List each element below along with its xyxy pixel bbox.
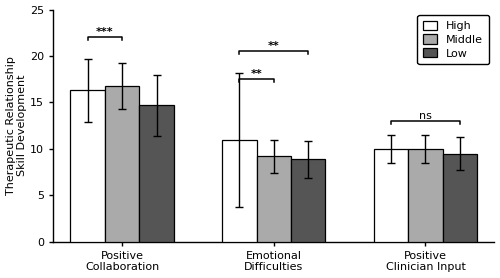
Bar [291, 159, 326, 242]
Text: **: ** [268, 41, 280, 51]
Bar [256, 156, 291, 242]
Bar [70, 90, 105, 242]
Bar [408, 149, 442, 242]
Legend: High, Middle, Low: High, Middle, Low [418, 15, 489, 64]
Text: ns: ns [419, 111, 432, 121]
Bar [374, 149, 408, 242]
Bar [140, 105, 174, 242]
Bar [105, 86, 140, 242]
Bar [442, 153, 477, 242]
Text: **: ** [250, 69, 262, 79]
Text: ***: *** [96, 27, 114, 37]
Bar [222, 140, 256, 242]
Y-axis label: Therapeutic Relationship
Skill Development: Therapeutic Relationship Skill Developme… [6, 56, 27, 195]
